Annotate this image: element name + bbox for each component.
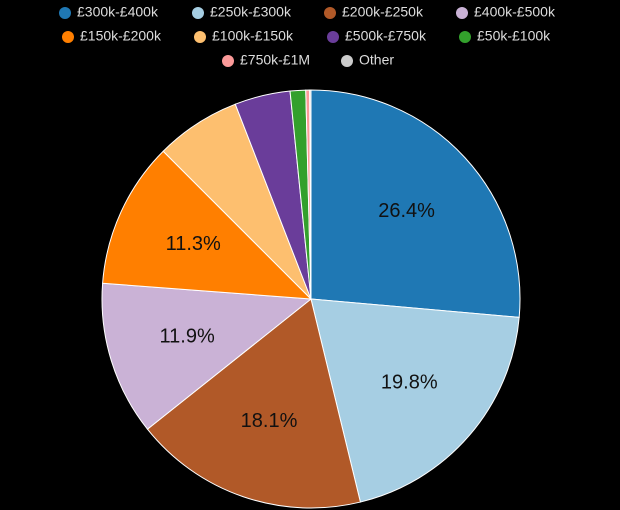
data-label: 26.4%: [378, 200, 435, 222]
legend-label: £150k-£200k: [80, 28, 162, 44]
legend-label: Other: [359, 52, 394, 68]
legend-marker: [341, 55, 353, 67]
legend-marker: [222, 55, 234, 67]
legend-marker: [192, 7, 204, 19]
data-label: 11.3%: [166, 233, 221, 255]
legend-label: £50k-£100k: [477, 28, 551, 44]
legend-marker: [327, 31, 339, 43]
legend-marker: [324, 7, 336, 19]
data-label: 11.9%: [160, 325, 215, 347]
pie-slice: [146, 298, 362, 509]
pie-slice: [102, 150, 313, 300]
legend-label: £500k-£750k: [345, 28, 427, 44]
legend-marker: [59, 7, 71, 19]
data-label: 19.8%: [381, 372, 438, 394]
data-label: 18.1%: [241, 410, 298, 432]
legend-label: £100k-£150k: [212, 28, 294, 44]
pie-slice: [310, 298, 520, 503]
legend-label: £750k-£1M: [240, 52, 310, 68]
legend-label: £300k-£400k: [77, 4, 159, 20]
pie-slice: [310, 89, 521, 318]
legend-marker: [194, 31, 206, 43]
legend-marker: [62, 31, 74, 43]
legend-marker: [456, 7, 468, 19]
legend-label: £200k-£250k: [342, 4, 424, 20]
pie-slice: [309, 89, 312, 300]
legend-label: £250k-£300k: [210, 4, 292, 20]
legend-marker: [459, 31, 471, 43]
legend-label: £400k-£500k: [474, 4, 556, 20]
pie-slice: [101, 282, 313, 430]
